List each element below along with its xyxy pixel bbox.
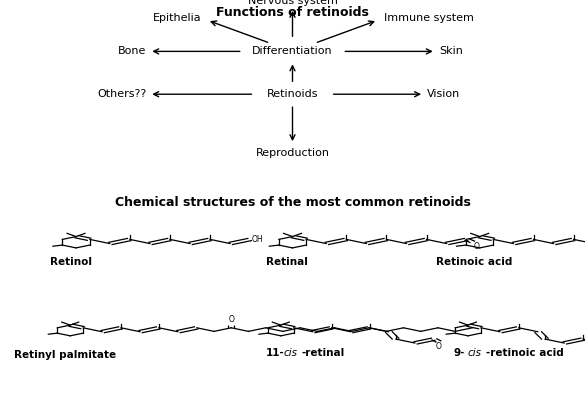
Text: Skin: Skin	[439, 46, 463, 57]
Text: O: O	[474, 242, 480, 251]
Text: Reproduction: Reproduction	[256, 148, 329, 158]
Text: OH: OH	[252, 235, 263, 244]
Text: 11-: 11-	[266, 348, 285, 358]
Text: Bone: Bone	[118, 46, 146, 57]
Text: Nervous system: Nervous system	[247, 0, 338, 6]
Text: Epithelia: Epithelia	[153, 13, 201, 23]
Text: cis: cis	[468, 348, 482, 358]
Text: Retinoic acid: Retinoic acid	[436, 257, 512, 267]
Text: -retinal: -retinal	[302, 348, 345, 358]
Text: O: O	[228, 315, 234, 324]
Text: Retinal: Retinal	[266, 257, 308, 267]
Text: O: O	[436, 342, 442, 351]
Text: Chemical structures of the most common retinoids: Chemical structures of the most common r…	[115, 196, 470, 209]
Text: Functions of retinoids: Functions of retinoids	[216, 6, 369, 19]
Text: 9-: 9-	[453, 348, 464, 358]
Text: Others??: Others??	[97, 89, 146, 99]
Text: Vision: Vision	[427, 89, 460, 99]
Text: Retinoids: Retinoids	[267, 89, 318, 99]
Text: Differentiation: Differentiation	[252, 46, 333, 57]
Text: -retinoic acid: -retinoic acid	[486, 348, 564, 358]
Text: cis: cis	[284, 348, 298, 358]
Text: Retinyl palmitate: Retinyl palmitate	[14, 350, 116, 360]
Text: Immune system: Immune system	[384, 13, 473, 23]
Text: Retinol: Retinol	[50, 257, 92, 267]
